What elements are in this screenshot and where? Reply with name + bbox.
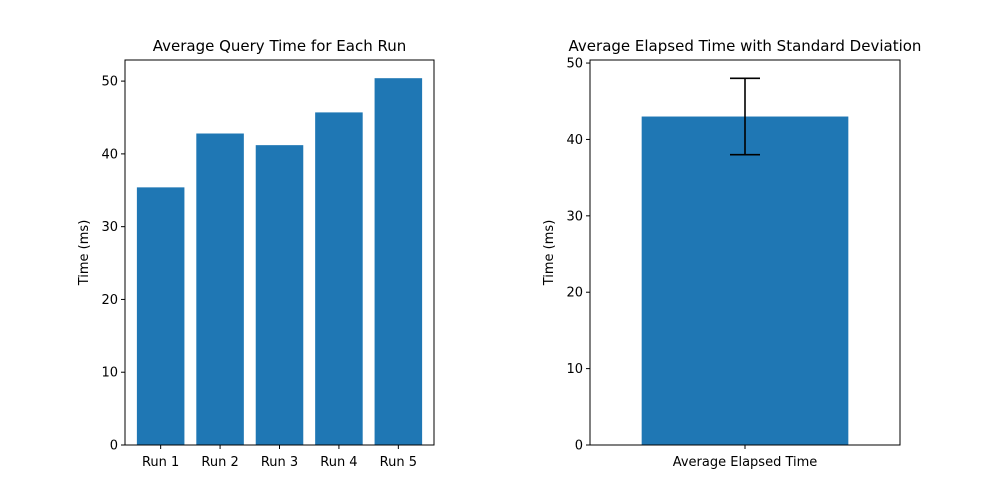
bars: [641, 116, 849, 446]
chart-title: Average Elapsed Time with Standard Devia…: [569, 37, 922, 55]
bar: [136, 187, 185, 445]
bar: [196, 133, 244, 445]
chart-title: Average Query Time for Each Run: [153, 37, 407, 55]
x-tick-label: Run 1: [142, 455, 179, 470]
x-tick-label: Average Elapsed Time: [673, 455, 818, 470]
x-tick-label: Run 5: [380, 455, 417, 470]
y-tick-label: 50: [101, 75, 118, 90]
plot-frame: [589, 59, 901, 446]
plot-frame: [124, 59, 435, 446]
error-bars: [730, 77, 760, 156]
y-tick-label: 10: [101, 366, 118, 381]
x-tick-label: Run 3: [261, 455, 298, 470]
query-time-chart: Average Query Time for Each Run Time (ms…: [77, 37, 435, 470]
x-axis: Average Elapsed Time: [673, 445, 818, 470]
y-tick-label: 10: [566, 362, 583, 377]
y-tick-label: 0: [110, 439, 118, 454]
bar: [641, 116, 849, 446]
y-axis: 0 10 20 30 40 50: [566, 57, 590, 454]
y-axis: 0 10 20 30 40 50: [101, 75, 125, 454]
y-tick-label: 40: [566, 133, 583, 148]
x-tick-label: Run 4: [320, 455, 357, 470]
bar: [315, 112, 363, 445]
y-tick-label: 30: [566, 209, 583, 224]
y-tick-label: 0: [575, 439, 583, 454]
bar: [374, 78, 423, 446]
bar: [255, 145, 304, 445]
y-axis-label: Time (ms): [77, 220, 92, 287]
y-axis-label: Time (ms): [542, 220, 557, 287]
y-tick-label: 20: [566, 286, 583, 301]
elapsed-time-chart: Average Elapsed Time with Standard Devia…: [542, 37, 921, 470]
x-axis: Run 1 Run 2 Run 3 Run 4 Run 5: [142, 445, 417, 470]
y-tick-label: 40: [101, 147, 118, 162]
y-tick-label: 30: [101, 220, 118, 235]
y-tick-label: 20: [101, 293, 118, 308]
x-tick-label: Run 2: [201, 455, 238, 470]
y-tick-label: 50: [566, 57, 583, 72]
bars: [136, 78, 423, 446]
